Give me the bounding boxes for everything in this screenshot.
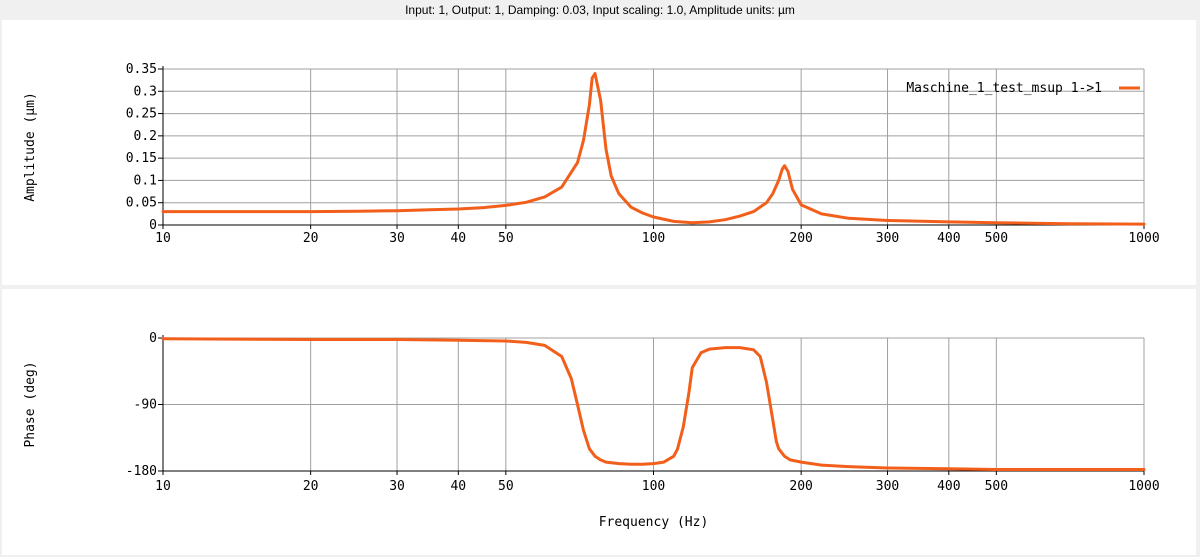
x-tick-label: 10 — [155, 479, 171, 494]
x-tick-label: 400 — [937, 479, 960, 494]
x-tick-label: 1000 — [1128, 479, 1159, 494]
series-line — [161, 337, 1146, 471]
x-tick-label: 20 — [303, 231, 319, 246]
y-axis-title: Phase (deg) — [23, 361, 38, 447]
y-tick-label: -90 — [134, 398, 157, 413]
series-line — [161, 72, 1146, 226]
x-tick-label: 300 — [876, 231, 899, 246]
x-tick-label: 200 — [789, 231, 812, 246]
y-tick-label: 0.3 — [134, 84, 157, 99]
x-tick-label: 10 — [155, 231, 171, 246]
x-tick-label: 30 — [389, 479, 405, 494]
legend-label: Maschine_1_test_msup 1->1 — [906, 81, 1102, 96]
phase-chart: 10 20 30 40 50 100 200 300 400 500 1000 0 -90 -180 Pha… — [23, 331, 1160, 530]
phase-panel: 10 20 30 40 50 100 200 300 400 500 1000 0 -90 -180 Pha… — [2, 289, 1196, 555]
y-axis-title: Amplitude (µm) — [23, 92, 38, 202]
y-tick-label: 0.05 — [126, 196, 157, 211]
x-tick-label: 20 — [303, 479, 319, 494]
x-tick-label: 50 — [498, 231, 514, 246]
y-tick-label: -180 — [126, 464, 157, 479]
y-tick-label: 0 — [149, 218, 157, 233]
x-tick-label: 500 — [985, 479, 1008, 494]
y-tick-label: 0.15 — [126, 151, 157, 166]
x-tick-label: 40 — [450, 231, 466, 246]
y-tick-label: 0.25 — [126, 107, 157, 122]
x-tick-label: 50 — [498, 479, 514, 494]
x-axis-title: Frequency (Hz) — [599, 515, 709, 530]
x-tick-label: 30 — [389, 231, 405, 246]
x-tick-label: 100 — [642, 479, 665, 494]
x-tick-label: 100 — [642, 231, 665, 246]
amplitude-panel: 10 20 30 40 50 100 200 300 400 500 1000 0 0.05 0.1 0.1… — [2, 20, 1196, 285]
y-tick-label: 0 — [149, 331, 157, 346]
x-tick-label: 400 — [937, 231, 960, 246]
chart-header: Input: 1, Output: 1, Damping: 0.03, Inpu… — [405, 3, 795, 17]
y-tick-label: 0.35 — [126, 62, 157, 77]
amplitude-chart: 10 20 30 40 50 100 200 300 400 500 1000 0 0.05 0.1 0.1… — [23, 62, 1160, 246]
x-tick-label: 500 — [985, 231, 1008, 246]
x-tick-label: 40 — [450, 479, 466, 494]
y-tick-label: 0.2 — [134, 129, 157, 144]
y-tick-label: 0.1 — [134, 173, 157, 188]
x-tick-label: 300 — [876, 479, 899, 494]
x-tick-label: 200 — [789, 479, 812, 494]
x-tick-label: 1000 — [1128, 231, 1159, 246]
